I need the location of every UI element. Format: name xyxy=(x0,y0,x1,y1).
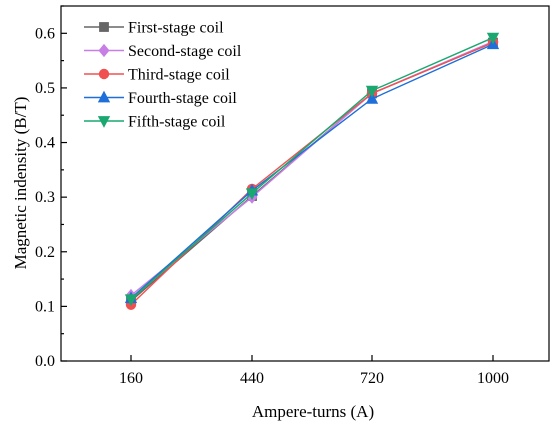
series-5 xyxy=(124,32,500,307)
data-point xyxy=(365,91,379,104)
legend-label: Fifth-stage coil xyxy=(128,114,226,131)
legend-label: Third-stage coil xyxy=(128,67,230,84)
legend-marker xyxy=(99,22,109,32)
y-tick-label: 0.5 xyxy=(35,80,55,97)
y-tick-label: 0.0 xyxy=(35,353,55,370)
legend-marker xyxy=(97,90,111,103)
series-line xyxy=(130,37,494,300)
data-point xyxy=(245,188,259,201)
y-tick-label: 0.3 xyxy=(35,189,55,206)
y-axis-title: Magnetic indensity (B/T) xyxy=(11,97,30,270)
data-point xyxy=(486,32,500,45)
legend-item: Third-stage coil xyxy=(84,67,230,84)
x-axis-title: Ampere-turns (A) xyxy=(252,402,374,421)
legend-item: Fifth-stage coil xyxy=(84,114,226,131)
y-tick-label: 0.4 xyxy=(35,135,55,152)
legend-label: First-stage coil xyxy=(128,20,224,37)
x-tick-label: 440 xyxy=(240,370,264,387)
y-tick-label: 0.2 xyxy=(35,244,55,261)
x-tick-label: 1000 xyxy=(477,370,509,387)
legend-marker xyxy=(97,116,111,128)
legend-marker xyxy=(98,68,110,80)
legend-marker xyxy=(98,43,110,58)
x-tick-label: 720 xyxy=(360,370,384,387)
legend-item: Second-stage coil xyxy=(84,43,242,60)
data-point xyxy=(365,85,379,98)
legend: First-stage coil Second-stage coil Third-s… xyxy=(84,20,242,131)
axes: 0.0 0.1 0.2 0.3 0.4 0.5 0.6 160 440 720 1000 xyxy=(35,5,550,387)
legend-label: Second-stage coil xyxy=(128,43,242,60)
series-line xyxy=(130,43,494,299)
legend-item: First-stage coil xyxy=(84,20,224,37)
legend-label: Fourth-stage coil xyxy=(128,90,237,107)
plot-frame xyxy=(60,5,550,362)
series-layer xyxy=(124,32,500,310)
y-tick-label: 0.6 xyxy=(35,25,55,42)
data-point xyxy=(124,294,138,307)
legend-item: Fourth-stage coil xyxy=(84,90,237,107)
y-tick-label: 0.1 xyxy=(35,298,55,315)
x-tick-label: 160 xyxy=(119,370,143,387)
